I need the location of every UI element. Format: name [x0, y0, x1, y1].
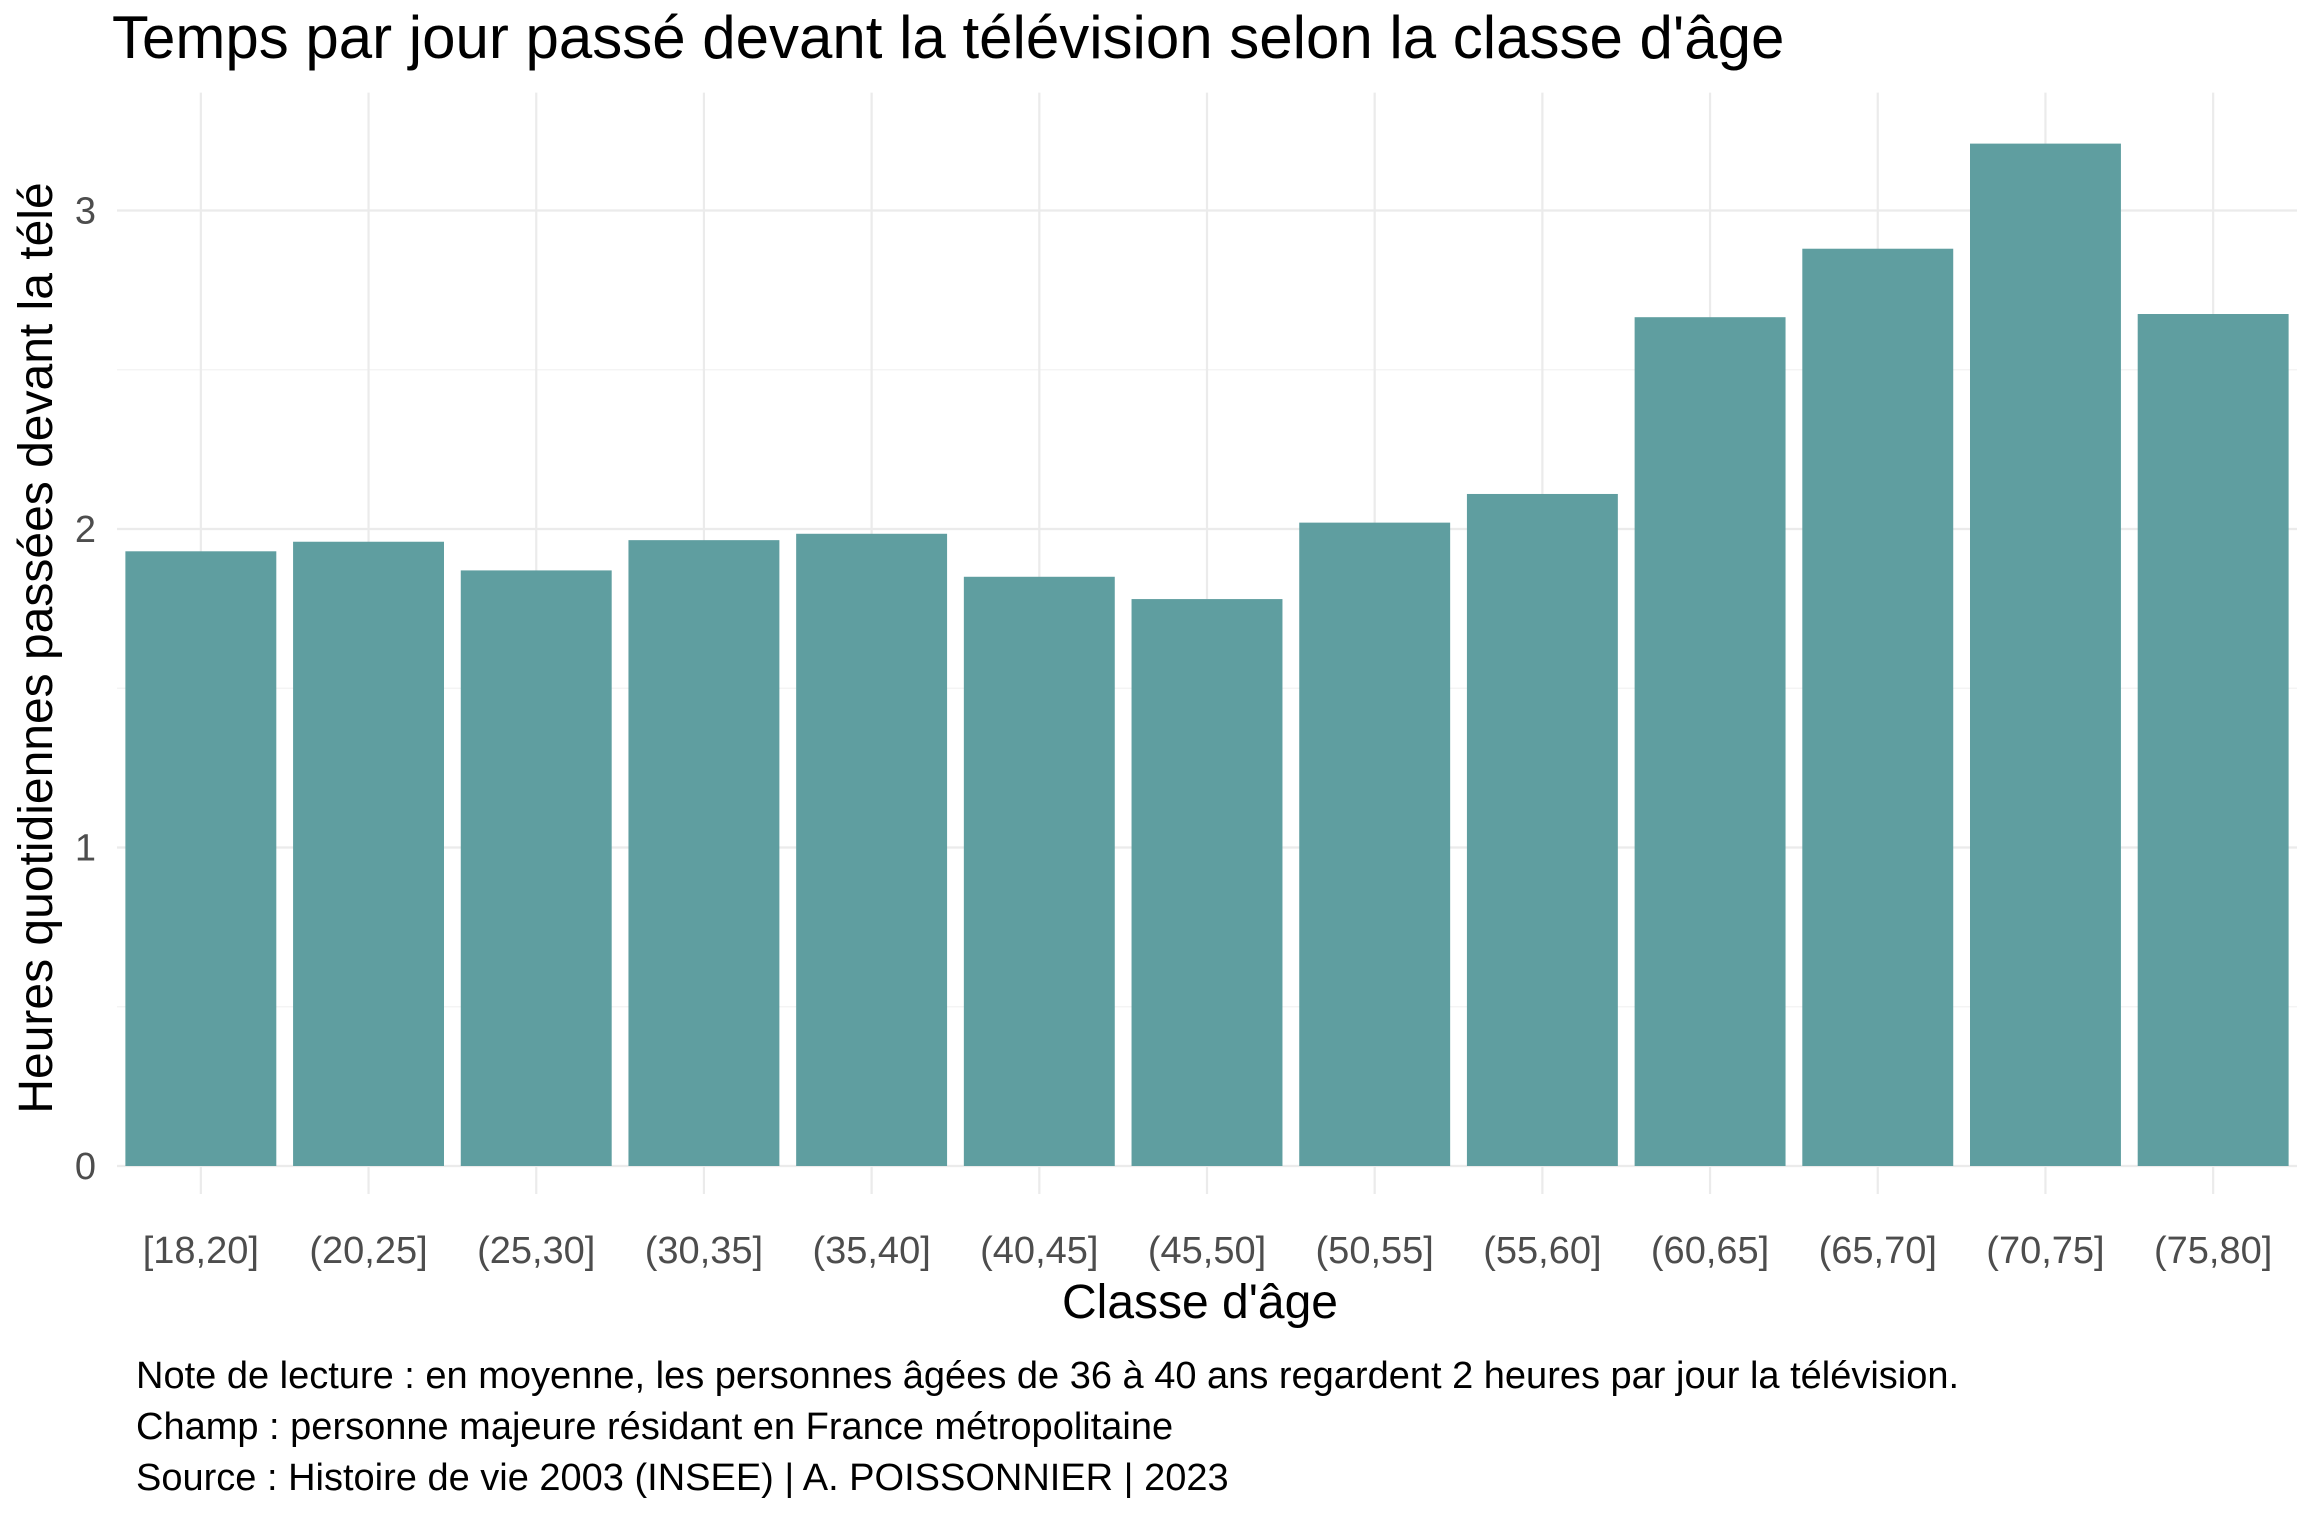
- x-tick-label: (20,25]: [309, 1230, 427, 1272]
- x-tick-label: (50,55]: [1316, 1230, 1434, 1272]
- chart-title: Temps par jour passé devant la télévisio…: [112, 4, 1784, 71]
- y-tick-label: 0: [75, 1146, 96, 1188]
- bar: [1634, 317, 1786, 1166]
- y-axis-ticks: 0 1 2 3: [75, 191, 96, 1189]
- x-tick-label: [18,20]: [143, 1230, 259, 1272]
- x-axis-title: Classe d'âge: [1062, 1276, 1338, 1329]
- caption-note: Note de lecture : en moyenne, les person…: [136, 1355, 1959, 1397]
- x-tick-label: (30,35]: [645, 1230, 763, 1272]
- x-tick-label: (60,65]: [1651, 1230, 1769, 1272]
- caption-source: Source : Histoire de vie 2003 (INSEE) | …: [136, 1457, 1229, 1499]
- x-tick-label: (25,30]: [477, 1230, 595, 1272]
- x-tick-label: (55,60]: [1483, 1230, 1601, 1272]
- x-tick-label: (35,40]: [812, 1230, 930, 1272]
- x-tick-label: (75,80]: [2154, 1230, 2272, 1272]
- bar: [628, 540, 780, 1166]
- x-tick-label: (65,70]: [1819, 1230, 1937, 1272]
- bar: [796, 533, 948, 1166]
- bar: [963, 576, 1115, 1166]
- bar: [1131, 599, 1283, 1166]
- x-tick-label: (45,50]: [1148, 1230, 1266, 1272]
- y-tick-label: 2: [75, 509, 96, 551]
- y-tick-label: 1: [75, 828, 96, 870]
- x-tick-label: (40,45]: [980, 1230, 1098, 1272]
- x-axis-ticks: [18,20] (20,25] (25,30] (30,35] (35,40] (40,4…: [143, 1230, 2273, 1272]
- y-tick-label: 3: [75, 191, 96, 233]
- bar: [1299, 522, 1451, 1166]
- bar: [460, 570, 612, 1166]
- bars: [125, 143, 2289, 1167]
- bar: [125, 551, 277, 1166]
- caption-scope: Champ : personne majeure résidant en Fra…: [136, 1406, 1173, 1448]
- bar: [1466, 493, 1618, 1167]
- bar: [2137, 314, 2289, 1166]
- bar: [1970, 143, 2121, 1167]
- x-tick-label: (70,75]: [1986, 1230, 2104, 1272]
- bar: [293, 541, 444, 1166]
- bar: [1802, 248, 1954, 1167]
- y-axis-title: Heures quotidiennes passées devant la té…: [10, 182, 63, 1113]
